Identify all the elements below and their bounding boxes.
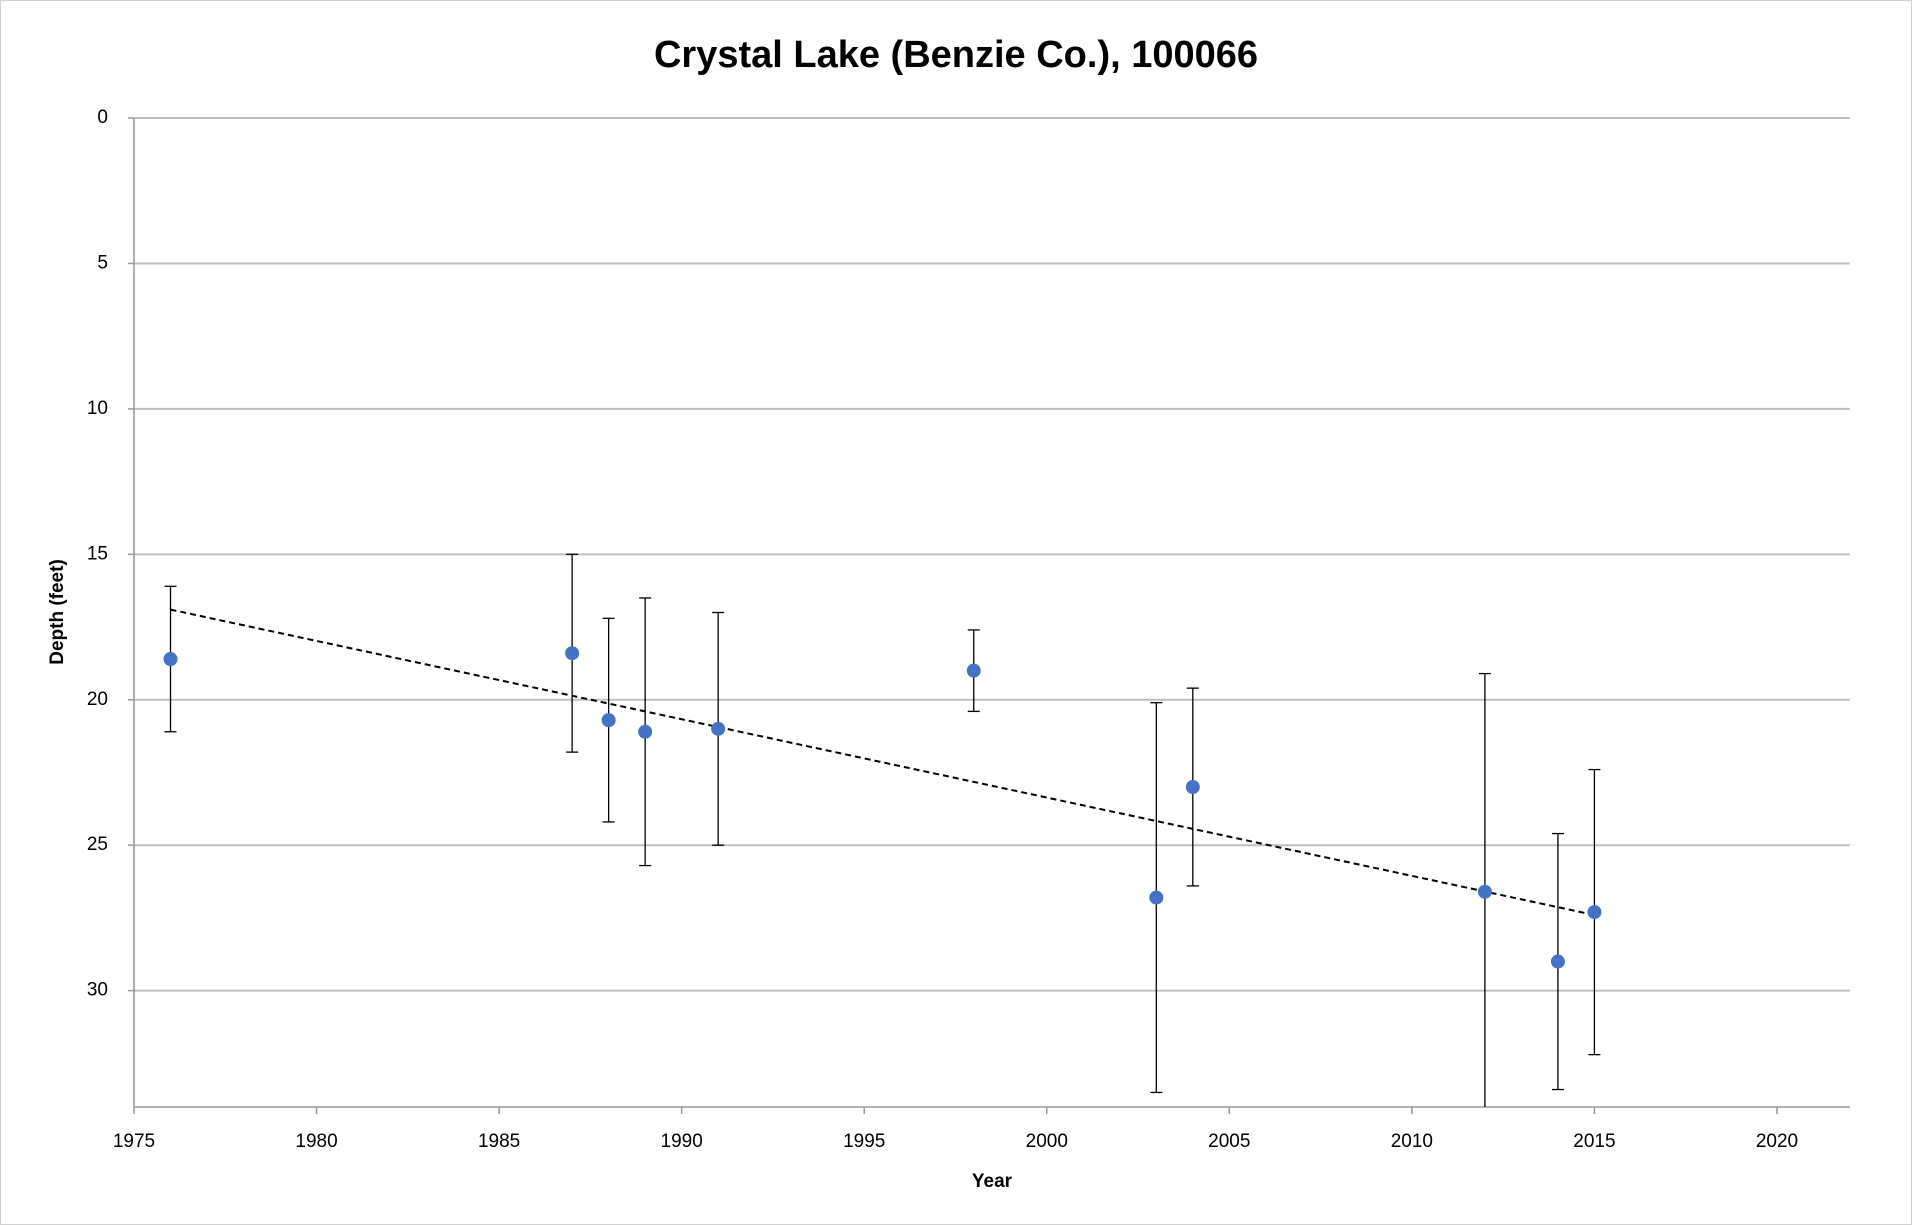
y-tick-label: 15 [87,543,108,564]
data-point [1550,954,1565,969]
x-tick-label: 1980 [295,1131,337,1152]
data-point [1477,884,1492,899]
x-tick-label: 2000 [1026,1131,1068,1152]
data-point [966,663,981,678]
data-point [1185,780,1200,795]
data-point [638,724,653,739]
x-tick-label: 2020 [1756,1131,1798,1152]
data-point [1587,905,1602,920]
y-axis-label: Depth (feet) [47,559,68,665]
trendline [170,608,1595,916]
y-tick-label: 0 [97,107,108,128]
chart-title: Crystal Lake (Benzie Co.), 100066 [654,34,1258,76]
y-tick-label: 20 [87,689,108,710]
x-tick-label: 1990 [661,1131,703,1152]
y-tick-label: 30 [87,980,108,1001]
x-tick-label: 1985 [478,1131,520,1152]
x-tick-label: 2015 [1573,1131,1615,1152]
x-tick-label: 2010 [1391,1131,1433,1152]
data-point [565,646,580,661]
plot-area [163,553,1602,1107]
x-tick-label: 1975 [113,1131,155,1152]
x-tick-label: 1995 [843,1131,885,1152]
x-axis-label: Year [972,1171,1013,1192]
y-tick-label: 10 [87,398,108,419]
x-tick-label: 2005 [1208,1131,1250,1152]
y-tick-label: 25 [87,834,108,855]
data-point [163,652,178,667]
y-tick-label: 5 [97,252,108,273]
data-point [1149,890,1164,905]
data-point [711,721,726,736]
data-point [601,713,616,728]
